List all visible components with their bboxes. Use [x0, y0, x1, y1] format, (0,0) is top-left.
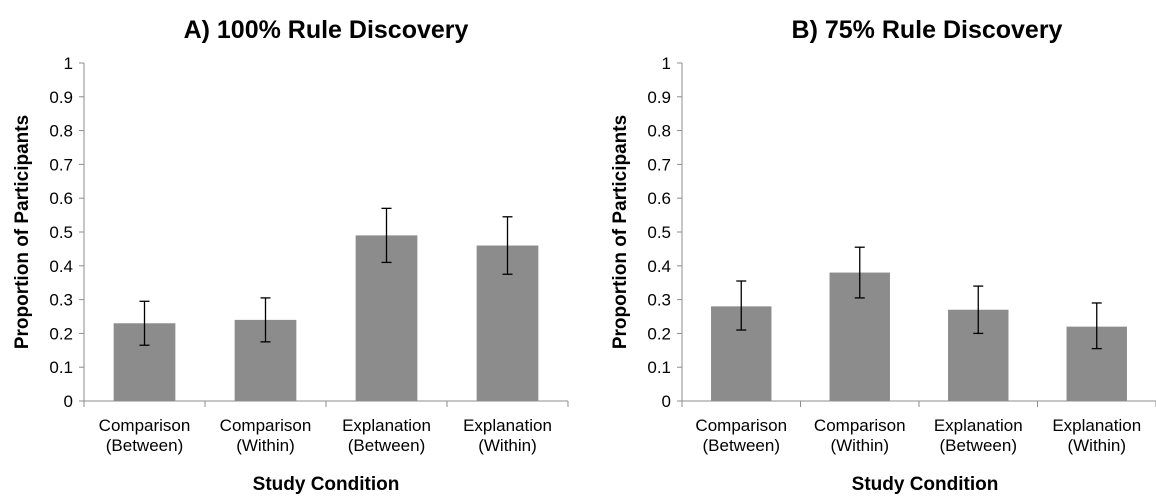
x-axis-label: Study Condition — [852, 474, 999, 495]
y-tick-label: 1 — [662, 54, 671, 73]
x-category-label: Comparison — [99, 416, 191, 435]
y-axis-label: Proportion of Participants — [610, 115, 631, 349]
y-tick-label: 1 — [64, 54, 73, 73]
chart-title: B) 75% Rule Discovery — [792, 16, 1063, 44]
x-category-label: Comparison — [695, 416, 787, 435]
y-tick-label: 0.7 — [647, 155, 671, 174]
x-category-label: (Within) — [830, 436, 889, 455]
y-tick-label: 0.8 — [647, 122, 671, 141]
y-tick-label: 0.5 — [647, 223, 671, 242]
chart-panel-b: B) 75% Rule Discovery Proportion of Parti… — [610, 16, 1156, 495]
y-tick-label: 0.1 — [49, 358, 73, 377]
y-tick-label: 0 — [662, 392, 671, 411]
y-tick-label: 0.4 — [647, 257, 671, 276]
x-category-label: (Within) — [478, 436, 537, 455]
y-tick-label: 0.6 — [49, 189, 73, 208]
x-category-label: Explanation — [463, 416, 552, 435]
x-category-label: Explanation — [934, 416, 1023, 435]
y-tick-label: 0.3 — [647, 291, 671, 310]
y-tick-label: 0.1 — [647, 358, 671, 377]
y-tick-label: 0.9 — [647, 88, 671, 107]
x-category-label: (Within) — [236, 436, 295, 455]
x-category-label: Explanation — [342, 416, 431, 435]
y-tick-label: 0.9 — [49, 88, 73, 107]
x-category-label: (Between) — [940, 436, 1017, 455]
y-tick-label: 0.5 — [49, 223, 73, 242]
y-tick-label: 0.3 — [49, 291, 73, 310]
y-tick-label: 0.2 — [647, 324, 671, 343]
chart-title: A) 100% Rule Discovery — [184, 16, 469, 44]
x-axis-label: Study Condition — [253, 474, 400, 495]
y-axis-label: Proportion of Participants — [12, 115, 33, 349]
y-tick-label: 0 — [64, 392, 73, 411]
x-category-label: Comparison — [814, 416, 906, 435]
y-tick-label: 0.7 — [49, 155, 73, 174]
x-category-label: Explanation — [1052, 416, 1141, 435]
x-category-label: (Between) — [106, 436, 183, 455]
x-category-label: (Between) — [348, 436, 425, 455]
x-category-label: Comparison — [220, 416, 312, 435]
y-tick-label: 0.4 — [49, 257, 73, 276]
y-tick-label: 0.8 — [49, 122, 73, 141]
chart-panel-a: A) 100% Rule Discovery Proportion of Part… — [12, 16, 569, 495]
y-tick-label: 0.6 — [647, 189, 671, 208]
y-tick-label: 0.2 — [49, 324, 73, 343]
x-category-label: (Between) — [703, 436, 780, 455]
x-category-label: (Within) — [1067, 436, 1126, 455]
